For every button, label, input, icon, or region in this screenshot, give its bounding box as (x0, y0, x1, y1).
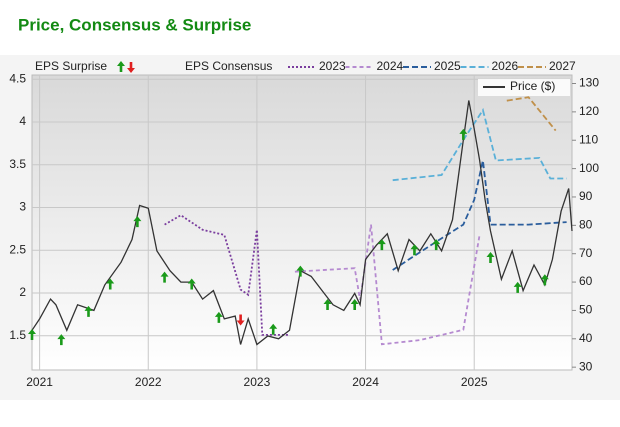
consensus-legend: EPS Consensus (185, 59, 272, 73)
surprise-arrow (236, 314, 245, 326)
surprise-arrow (513, 281, 522, 293)
legend-arrow-up (117, 61, 125, 72)
surprise-arrow (28, 328, 36, 340)
surprise-arrow (432, 239, 441, 251)
surprise-arrow (410, 244, 419, 256)
surprise-arrow (214, 311, 223, 323)
y2-tick-label: 120 (579, 104, 599, 118)
y-tick-label: 4.5 (9, 71, 26, 85)
surprise-arrow (57, 334, 66, 346)
y2-tick-label: 100 (579, 161, 599, 175)
surprise-arrow (296, 265, 305, 277)
y2-tick-label: 70 (579, 246, 593, 260)
x-tick-label: 2024 (352, 375, 379, 389)
surprise-arrow (133, 216, 142, 228)
y-tick-label: 3.5 (9, 157, 26, 171)
plot: 1.5 2 2.5 3 3.5 4 4.5 30 40 50 60 70 80 90 100 110 120 13… (9, 71, 599, 389)
x-tick-label: 2022 (135, 375, 162, 389)
surprise-arrow (323, 299, 332, 311)
legend-label: 2024 (377, 59, 404, 73)
series-line (392, 160, 567, 271)
plot-area (31, 74, 573, 371)
y2-tick-label: 110 (579, 132, 598, 146)
x-tick-label: 2025 (461, 375, 488, 389)
series-line (294, 224, 481, 346)
legend-box (478, 79, 570, 96)
y2-tick-label: 130 (579, 76, 599, 90)
legend-arrow-down (127, 62, 135, 73)
legend-label: Price ($) (510, 79, 555, 93)
series-line (506, 96, 557, 132)
surprise-arrow (84, 305, 93, 317)
y-tick-label: 1.5 (9, 328, 26, 342)
y-tick-label: 2.5 (9, 242, 26, 256)
y-tick-label: 4 (19, 114, 26, 128)
y2-tick-label: 60 (579, 274, 593, 288)
legend-label: 2026 (492, 59, 519, 73)
surprise-arrow (160, 271, 169, 283)
legend-label: 2027 (549, 59, 576, 73)
x-tick-label: 2023 (244, 375, 271, 389)
surprise-arrow (540, 274, 549, 286)
surprise-arrow (106, 278, 115, 290)
series-line (31, 100, 573, 346)
chart-title: Price, Consensus & Surprise (18, 15, 251, 34)
y2-tick-label: 80 (579, 218, 593, 232)
x-tick-label: 2021 (26, 375, 53, 389)
y2-tick-label: 30 (579, 359, 593, 373)
y-tick-label: 3 (19, 200, 26, 214)
y2-tick-label: 40 (579, 331, 593, 345)
surprise-arrow (486, 251, 495, 263)
series-line (392, 107, 567, 182)
legend-label: 2025 (434, 59, 461, 73)
surprise-arrow (269, 323, 278, 335)
surprise-arrow (377, 239, 386, 251)
y2-tick-label: 90 (579, 189, 593, 203)
y-tick-label: 2 (19, 285, 26, 299)
surprise-arrow (187, 278, 196, 290)
y2-tick-label: 50 (579, 303, 593, 317)
surprise-arrow (350, 299, 359, 311)
series-line (164, 214, 290, 336)
legend-label: 2023 (319, 59, 346, 73)
surprise-legend: EPS Surprise (35, 59, 107, 73)
surprise-arrow (459, 128, 468, 140)
